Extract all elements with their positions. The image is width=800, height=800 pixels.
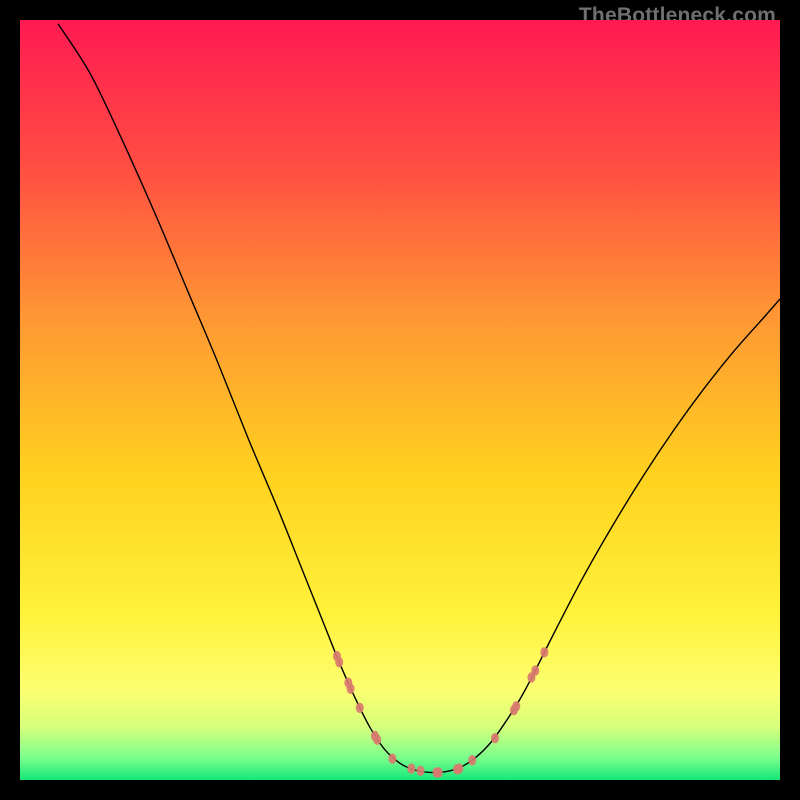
curve-marker (435, 767, 443, 777)
curve-marker (373, 735, 381, 745)
curve-marker (335, 657, 343, 667)
curve-marker (531, 665, 539, 675)
chart-background (20, 20, 780, 780)
curve-marker (468, 755, 476, 765)
curve-marker (347, 684, 355, 694)
curve-marker (491, 733, 499, 743)
curve-marker (512, 701, 520, 711)
chart-frame: TheBottleneck.com (0, 0, 800, 800)
curve-marker (388, 754, 396, 764)
curve-marker (356, 703, 364, 713)
chart-plot (20, 20, 780, 780)
curve-marker (455, 763, 463, 773)
curve-marker (417, 766, 425, 776)
curve-marker (407, 763, 415, 773)
curve-marker (540, 647, 548, 657)
